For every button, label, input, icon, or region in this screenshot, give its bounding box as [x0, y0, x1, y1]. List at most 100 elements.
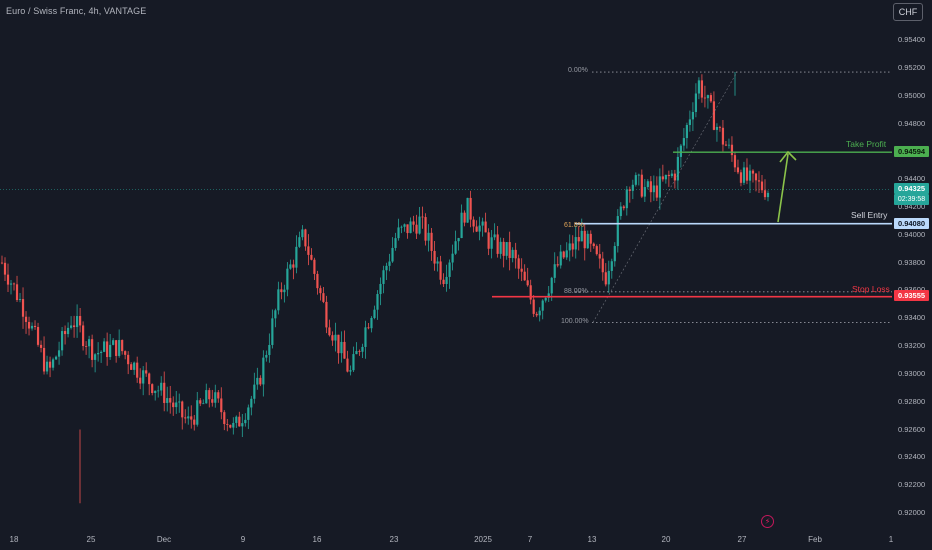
fib-level-0-label: 0.00% — [568, 67, 588, 74]
replay-icon[interactable]: ⚡ — [761, 515, 774, 528]
candle-body — [226, 424, 229, 425]
candle-body — [568, 243, 571, 251]
currency-button[interactable]: CHF — [893, 3, 923, 21]
candle-body — [100, 351, 103, 354]
candle-body — [139, 377, 142, 384]
time-axis-label: 27 — [737, 535, 747, 544]
candle-body — [445, 276, 448, 285]
candle-body — [223, 412, 226, 425]
candle-body — [166, 398, 169, 403]
candle-body — [355, 351, 358, 355]
candle-body — [400, 226, 403, 228]
candle-body — [124, 351, 127, 355]
sell-entry-label: Sell Entry — [851, 210, 888, 220]
candle-body — [66, 327, 70, 335]
candle-body — [286, 268, 289, 290]
candle-body — [751, 170, 755, 174]
candle-body — [529, 285, 532, 300]
take-profit-price-tag: 0.94594 — [894, 146, 929, 157]
candle-body — [48, 361, 52, 368]
candle-body — [69, 325, 73, 328]
time-axis-label: 25 — [86, 535, 96, 544]
candle-body — [271, 318, 274, 345]
candle-body — [33, 325, 37, 328]
symbol-title: Euro / Swiss Franc, 4h, VANTAGE — [6, 6, 147, 16]
candle-body — [54, 356, 58, 360]
candle-body — [85, 346, 88, 347]
candle-body — [94, 354, 97, 360]
candle-body — [469, 197, 472, 220]
candle-body — [622, 206, 625, 209]
candle-body — [325, 301, 328, 328]
price-axis-label: 0.93400 — [898, 313, 926, 323]
candle-body — [703, 97, 707, 99]
candle-body — [217, 392, 220, 399]
candle-body — [571, 243, 574, 250]
candle-body — [424, 217, 427, 241]
candle-body — [229, 424, 232, 428]
candle-body — [376, 294, 379, 310]
candle-body — [715, 126, 719, 130]
candle-body — [544, 297, 547, 301]
fib-level-88-label: 88.00% — [564, 288, 588, 295]
price-axis-label: 0.92400 — [898, 452, 926, 462]
projection-arrow-head — [779, 150, 797, 163]
candle-body — [526, 280, 529, 286]
candle-body — [232, 422, 235, 428]
candle-body — [472, 219, 475, 227]
candle-body — [250, 398, 253, 408]
candle-body — [310, 254, 313, 260]
candle-body — [478, 225, 481, 232]
price-axis-label: 0.92200 — [898, 480, 926, 490]
price-axis-label: 0.93200 — [898, 341, 926, 351]
candle-body — [91, 339, 94, 360]
candle-body — [634, 175, 637, 185]
candle-body — [220, 398, 223, 413]
candle-body — [127, 354, 130, 365]
candle-body — [175, 402, 178, 408]
candle-body — [259, 377, 262, 385]
candle-body — [352, 354, 355, 371]
candle-body — [202, 403, 205, 405]
candle-body — [385, 265, 388, 271]
price-axis-label: 0.94800 — [898, 118, 926, 128]
candle-body — [301, 229, 304, 238]
candle-body — [340, 341, 343, 354]
candle-body — [535, 313, 538, 316]
candle-body — [190, 416, 193, 420]
candle-body — [51, 359, 55, 368]
candle-body — [184, 417, 187, 419]
candle-body — [361, 346, 364, 352]
candle-body — [616, 216, 619, 247]
candle-body — [145, 370, 148, 374]
candle-body — [604, 272, 607, 285]
candle-body — [538, 310, 541, 316]
candle-body — [466, 197, 469, 223]
candle-body — [577, 237, 580, 242]
candle-body — [316, 273, 319, 289]
candle-body — [178, 401, 181, 403]
candle-body — [42, 347, 46, 372]
candle-body — [646, 181, 649, 188]
candle-body — [580, 230, 583, 242]
candle-body — [60, 331, 64, 351]
price-axis-label: 0.94400 — [898, 174, 926, 184]
candle-body — [673, 173, 676, 181]
price-axis-label: 0.93800 — [898, 257, 926, 267]
candle-body — [151, 384, 154, 394]
time-axis-label: Dec — [156, 535, 172, 544]
candle-body — [685, 124, 688, 139]
fib-level-100-label: 100.00% — [561, 318, 589, 325]
candle-body — [586, 233, 589, 249]
candle-body — [745, 167, 749, 181]
candle-body — [75, 316, 79, 328]
candle-body — [241, 423, 244, 427]
candle-body — [766, 192, 770, 198]
candle-body — [27, 321, 31, 329]
candle-body — [628, 189, 631, 191]
current-price-tag: 0.94325 — [894, 183, 929, 194]
candle-body — [322, 293, 325, 302]
candle-body — [3, 262, 7, 275]
candle-body — [160, 382, 163, 391]
